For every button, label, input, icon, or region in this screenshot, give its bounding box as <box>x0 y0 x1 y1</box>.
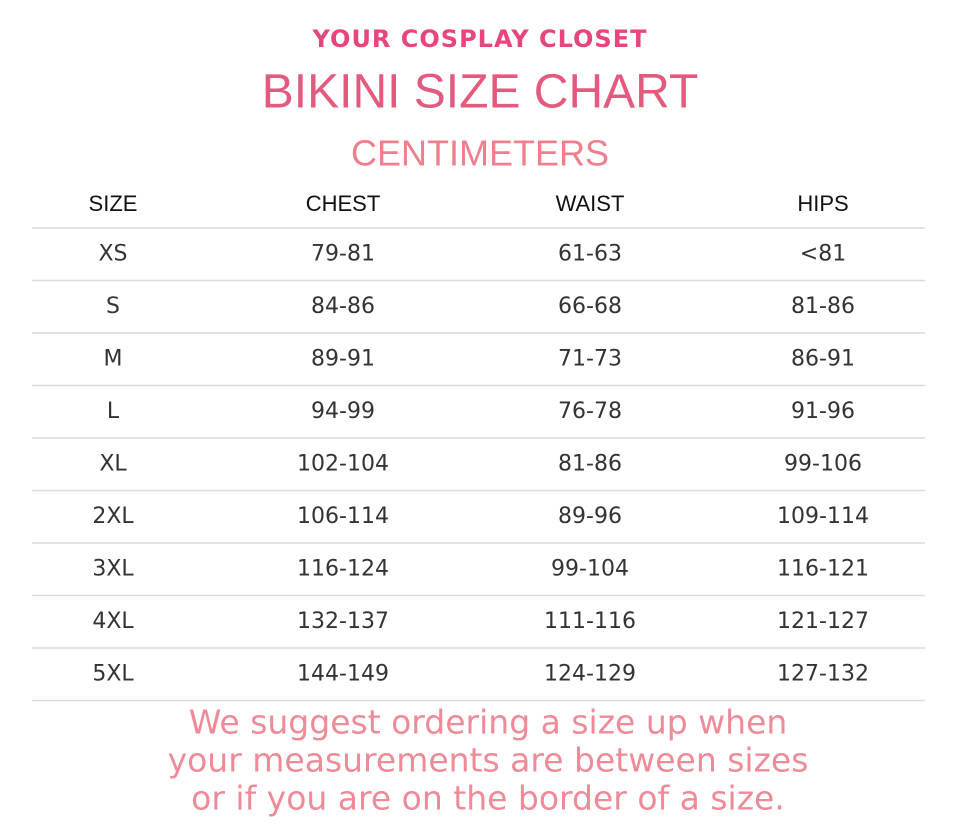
measure-cell: 84-86 <box>311 294 375 319</box>
measure-cell: 89-96 <box>558 504 622 529</box>
measure-cell: 94-99 <box>311 399 375 424</box>
measure-cell: 102-104 <box>297 451 389 476</box>
measure-cell: 116-124 <box>297 556 389 581</box>
measure-cell: 144-149 <box>297 661 389 686</box>
brand: YOUR COSPLAY CLOSET <box>312 25 648 53</box>
footnote-line: or if you are on the border of a size. <box>191 779 785 818</box>
column-header: WAIST <box>556 191 625 216</box>
measure-cell: 79-81 <box>311 241 375 266</box>
measure-cell: 109-114 <box>777 504 869 529</box>
measure-cell: 106-114 <box>297 504 389 529</box>
subtitle: CENTIMETERS <box>351 133 609 174</box>
measure-cell: 61-63 <box>558 241 622 266</box>
size-cell: 3XL <box>92 556 134 581</box>
measure-cell: 81-86 <box>558 451 622 476</box>
measure-cell: 66-68 <box>558 294 622 319</box>
measure-cell: 76-78 <box>558 399 622 424</box>
measure-cell: 81-86 <box>791 294 855 319</box>
size-cell: L <box>107 399 120 424</box>
size-cell: 5XL <box>92 661 134 686</box>
measure-cell: 91-96 <box>791 399 855 424</box>
size-cell: XL <box>99 451 127 476</box>
size-cell: XS <box>98 241 127 266</box>
footnote-line: your measurements are between sizes <box>168 741 809 780</box>
size-cell: S <box>106 294 120 319</box>
measure-cell: 124-129 <box>544 661 636 686</box>
measure-cell: 89-91 <box>311 346 375 371</box>
size-table: SIZE CHEST WAIST HIPS XS 79-81 61-63 <81 S 84-86 6… <box>32 191 925 702</box>
size-cell: M <box>104 346 123 371</box>
measure-cell: 121-127 <box>777 609 869 634</box>
measure-cell: 71-73 <box>558 346 622 371</box>
measure-cell: <81 <box>800 241 846 266</box>
title: BIKINI SIZE CHART <box>262 66 699 119</box>
measure-cell: 116-121 <box>777 556 869 581</box>
measure-cell: 111-116 <box>544 609 636 634</box>
footnote-line: We suggest ordering a size up when <box>189 703 788 742</box>
measure-cell: 99-104 <box>551 556 629 581</box>
measure-cell: 127-132 <box>777 661 869 686</box>
column-header: CHEST <box>306 191 381 216</box>
size-cell: 4XL <box>92 609 134 634</box>
column-header: HIPS <box>797 191 848 216</box>
measure-cell: 132-137 <box>297 609 389 634</box>
measure-cell: 86-91 <box>791 346 855 371</box>
column-header: SIZE <box>89 191 138 216</box>
size-cell: 2XL <box>92 504 134 529</box>
measure-cell: 99-106 <box>784 451 862 476</box>
